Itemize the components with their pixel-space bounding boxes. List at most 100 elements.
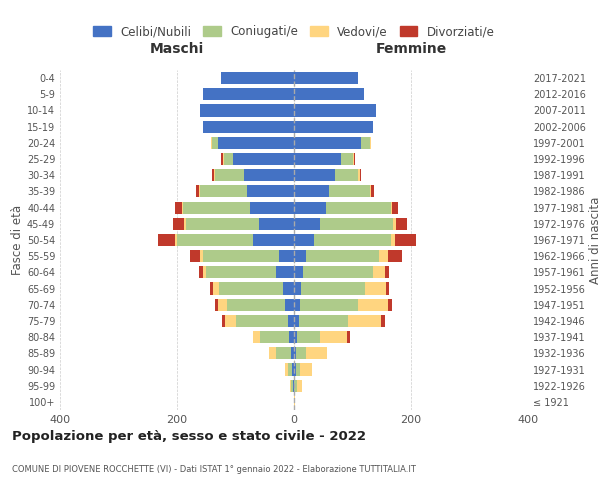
Bar [391, 202, 392, 213]
Bar [196, 186, 199, 198]
Bar [186, 218, 259, 230]
Bar [294, 315, 299, 327]
Bar [203, 120, 294, 132]
Bar [223, 153, 224, 165]
Bar [297, 380, 302, 392]
Bar [314, 234, 391, 246]
Bar [225, 315, 235, 327]
Bar [361, 137, 370, 149]
Bar [203, 250, 280, 262]
Bar [397, 218, 407, 230]
Bar [370, 137, 371, 149]
Bar [320, 331, 347, 343]
Bar [212, 137, 218, 149]
Bar [296, 364, 301, 376]
Bar [214, 169, 215, 181]
Bar [291, 348, 294, 360]
Bar [392, 202, 398, 213]
Bar [373, 266, 385, 278]
Bar [388, 298, 392, 311]
Bar [221, 153, 223, 165]
Bar [294, 282, 301, 294]
Bar [391, 234, 395, 246]
Bar [358, 298, 388, 311]
Bar [294, 137, 361, 149]
Bar [306, 250, 379, 262]
Bar [269, 348, 277, 360]
Legend: Celibi/Nubili, Coniugati/e, Vedovi/e, Divorziati/e: Celibi/Nubili, Coniugati/e, Vedovi/e, Di… [90, 22, 498, 42]
Bar [394, 218, 397, 230]
Bar [218, 137, 294, 149]
Bar [294, 250, 306, 262]
Bar [182, 202, 183, 213]
Bar [175, 202, 182, 213]
Bar [292, 364, 294, 376]
Bar [260, 331, 289, 343]
Bar [371, 186, 374, 198]
Bar [365, 282, 386, 294]
Bar [200, 104, 294, 117]
Bar [215, 169, 244, 181]
Bar [277, 266, 294, 278]
Bar [200, 250, 203, 262]
Bar [301, 364, 312, 376]
Bar [203, 88, 294, 101]
Bar [200, 186, 247, 198]
Text: Maschi: Maschi [150, 42, 204, 56]
Bar [294, 169, 335, 181]
Bar [259, 218, 294, 230]
Bar [224, 153, 233, 165]
Bar [294, 72, 358, 84]
Bar [370, 186, 371, 198]
Bar [253, 234, 294, 246]
Bar [277, 348, 291, 360]
Bar [284, 364, 287, 376]
Bar [227, 298, 285, 311]
Bar [199, 266, 203, 278]
Bar [290, 380, 291, 392]
Bar [213, 282, 219, 294]
Bar [385, 266, 389, 278]
Bar [206, 266, 277, 278]
Bar [294, 120, 373, 132]
Bar [294, 364, 296, 376]
Bar [294, 153, 341, 165]
Bar [215, 298, 218, 311]
Bar [379, 250, 388, 262]
Bar [233, 153, 294, 165]
Bar [211, 282, 213, 294]
Bar [244, 169, 294, 181]
Bar [347, 331, 350, 343]
Bar [335, 169, 358, 181]
Bar [301, 282, 365, 294]
Bar [303, 266, 373, 278]
Bar [291, 380, 293, 392]
Bar [320, 218, 394, 230]
Bar [329, 186, 370, 198]
Bar [358, 169, 359, 181]
Bar [285, 298, 294, 311]
Bar [190, 250, 200, 262]
Y-axis label: Anni di nascita: Anni di nascita [589, 196, 600, 284]
Bar [380, 315, 385, 327]
Bar [294, 218, 320, 230]
Y-axis label: Fasce di età: Fasce di età [11, 205, 24, 275]
Bar [294, 348, 296, 360]
Bar [199, 186, 200, 198]
Bar [296, 348, 306, 360]
Bar [218, 298, 227, 311]
Bar [294, 202, 326, 213]
Bar [294, 266, 303, 278]
Bar [222, 315, 225, 327]
Bar [293, 380, 294, 392]
Bar [211, 137, 212, 149]
Bar [341, 153, 353, 165]
Bar [158, 234, 175, 246]
Bar [212, 169, 214, 181]
Bar [203, 266, 206, 278]
Bar [326, 202, 391, 213]
Text: Femmine: Femmine [376, 42, 446, 56]
Bar [175, 234, 177, 246]
Bar [177, 234, 253, 246]
Bar [247, 186, 294, 198]
